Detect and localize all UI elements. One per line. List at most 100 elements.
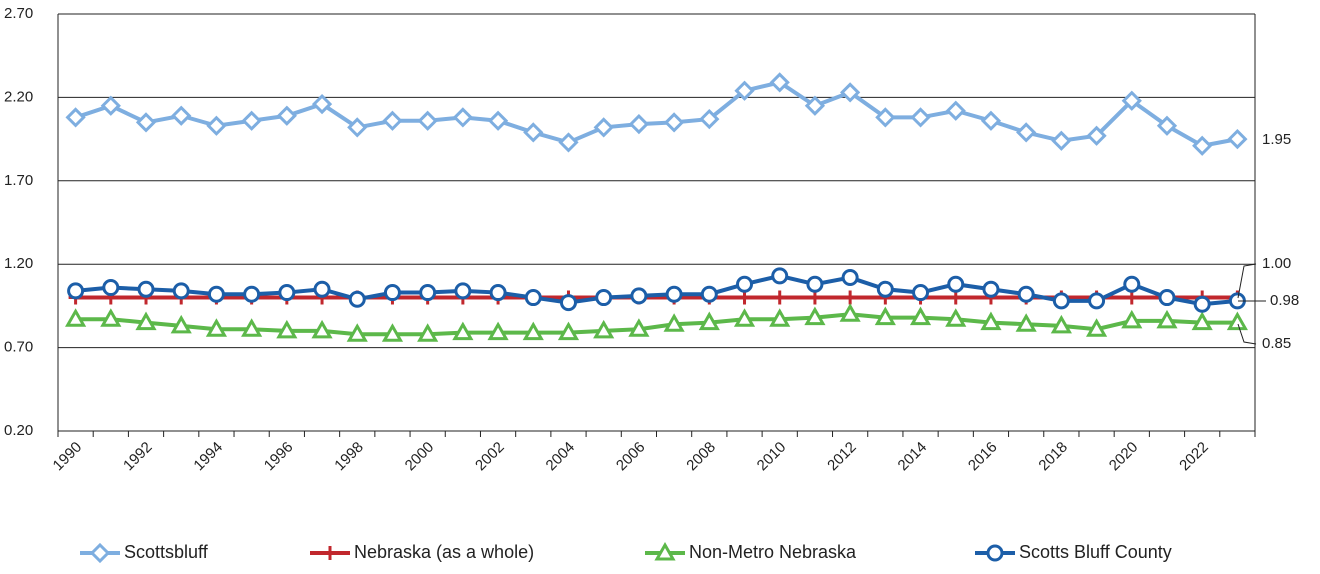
marker [628,113,650,135]
marker [1123,275,1141,293]
marker [1192,135,1213,156]
x-tick-label: 2018 [1035,439,1071,475]
x-tick-label: 1996 [261,439,297,475]
marker [912,284,930,302]
marker [100,95,121,116]
y-tick-label: 0.20 [4,422,33,439]
marker [980,311,1002,331]
marker [487,110,509,131]
annotation: 0.98 [1270,292,1299,309]
marker [559,294,577,312]
marker [806,275,824,293]
marker [347,117,368,138]
marker [171,105,192,126]
marker [698,311,720,331]
legend-label: Nebraska (as a whole) [354,542,534,562]
marker [876,280,894,298]
leader-line [1237,263,1257,299]
x-tick-label: 2012 [824,439,860,475]
marker [346,323,368,342]
marker [737,290,752,305]
marker [1156,309,1178,329]
x-tick-label: 2014 [895,439,931,475]
marker [417,323,439,342]
marker [1088,292,1106,310]
x-tick-label: 2008 [683,439,719,475]
marker [313,280,331,298]
marker [89,542,111,564]
annotation: 1.95 [1262,131,1291,148]
marker [205,318,228,337]
marker [840,82,861,103]
marker [1124,290,1139,305]
marker [910,107,931,128]
marker [947,275,965,293]
marker [593,319,615,339]
marker [769,308,791,327]
annotation: 1.00 [1262,255,1291,272]
marker [1085,318,1108,337]
x-tick-label: 2004 [542,439,578,475]
marker [452,107,473,128]
x-tick-label: 2020 [1106,439,1142,475]
marker [807,290,822,305]
marker [170,314,192,334]
x-tick-label: 1998 [331,439,367,475]
x-tick-label: 2000 [402,439,438,475]
marker [1191,311,1213,331]
marker [172,282,190,300]
marker [1051,130,1072,151]
marker [1050,314,1072,334]
marker [841,269,859,287]
marker [663,112,685,133]
series-line [75,312,1238,337]
marker [948,290,963,305]
marker [734,80,755,101]
x-tick-label: 1992 [120,439,156,475]
marker [383,284,401,302]
marker [874,306,896,326]
marker [135,311,157,331]
marker [323,546,337,560]
marker [558,132,579,153]
marker [241,110,262,131]
marker [699,108,720,130]
marker [986,544,1004,562]
marker [1226,311,1248,331]
marker [630,287,648,305]
marker [135,112,157,133]
marker [524,289,542,307]
marker [1052,292,1070,310]
x-tick-label: 2002 [472,439,508,475]
legend-label: Scottsbluff [124,542,209,562]
marker [804,306,826,326]
y-tick-label: 2.20 [4,88,33,105]
marker [1193,295,1211,313]
x-tick-label: 2022 [1176,439,1212,475]
marker [772,290,787,305]
marker [382,110,403,131]
marker [982,280,1000,298]
marker [348,290,366,308]
x-tick-label: 2006 [613,439,649,475]
series [65,303,1248,342]
marker [278,284,296,302]
marker [243,285,261,303]
marker [102,279,120,297]
marker [487,321,509,341]
marker [839,303,861,322]
marker [206,115,227,136]
marker [523,122,544,143]
series [67,267,1246,313]
marker [381,323,404,342]
marker [276,319,298,339]
x-tick-label: 2010 [754,439,790,475]
marker [945,308,967,327]
marker [945,100,966,121]
marker [137,280,155,298]
marker [557,321,580,341]
marker [700,285,718,303]
marker [1158,289,1176,307]
marker [454,282,472,300]
marker [771,267,789,285]
